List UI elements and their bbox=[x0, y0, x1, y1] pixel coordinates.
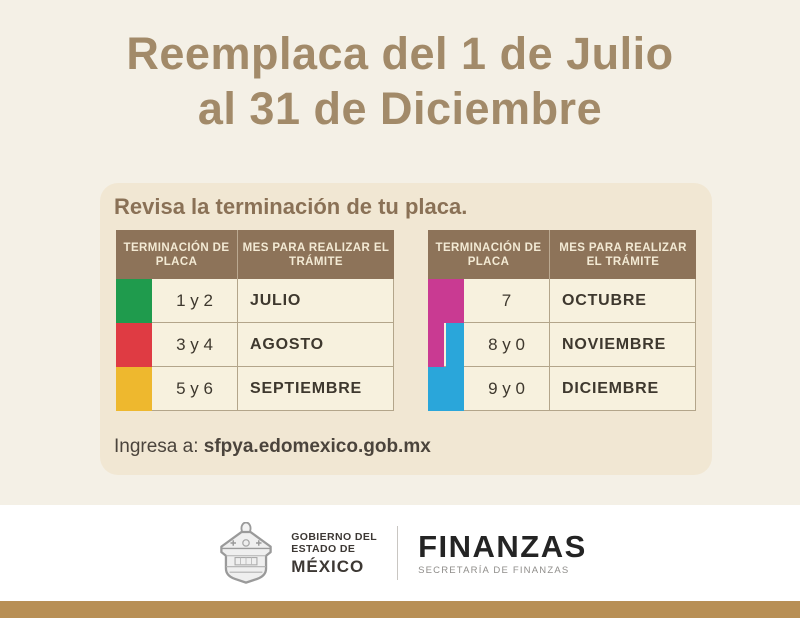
plate-ending: 3 y 4 bbox=[152, 323, 238, 366]
month-value: SEPTIEMBRE bbox=[250, 379, 363, 397]
table-row: 9 y 0 DICIEMBRE bbox=[428, 367, 696, 411]
month-value: JULIO bbox=[250, 291, 302, 309]
agency-wordmark: FINANZAS SECRETARÍA DE FINANZAS bbox=[418, 528, 587, 576]
color-swatch-red bbox=[116, 323, 152, 367]
plate-table-jul-sep: TERMINACIÓN DE PLACA MES PARA REALIZAR E… bbox=[116, 230, 394, 411]
month-value: AGOSTO bbox=[250, 335, 324, 353]
color-swatch-pink-blue bbox=[428, 323, 464, 367]
column-header-terminacion: TERMINACIÓN DE PLACA bbox=[428, 230, 550, 279]
estado-de-mexico-coat-of-arms-icon bbox=[220, 522, 272, 584]
plate-ending: 9 y 0 bbox=[464, 367, 550, 410]
table-row: 3 y 4 AGOSTO bbox=[116, 323, 394, 367]
agency-subtitle: SECRETARÍA DE FINANZAS bbox=[418, 564, 570, 576]
table-row: 8 y 0 NOVIEMBRE bbox=[428, 323, 696, 367]
government-wordmark: GOBIERNO DEL ESTADO DE MÉXICO bbox=[291, 531, 377, 576]
table-row: 5 y 6 SEPTIEMBRE bbox=[116, 367, 394, 411]
cta-prefix: Ingresa a: bbox=[114, 436, 204, 457]
panel-heading: Revisa la terminación de tu placa. bbox=[114, 194, 468, 219]
page-title-line1: Reemplaca del 1 de Julio bbox=[126, 28, 674, 79]
table-row: 1 y 2 JULIO bbox=[116, 279, 394, 323]
vertical-divider bbox=[397, 526, 399, 580]
swatch-half-pink bbox=[428, 323, 444, 367]
column-header-terminacion: TERMINACIÓN DE PLACA bbox=[116, 230, 238, 279]
brand-lockup: GOBIERNO DEL ESTADO DE MÉXICO FINANZAS S… bbox=[213, 522, 587, 584]
table-header: TERMINACIÓN DE PLACA MES PARA REALIZAR E… bbox=[116, 230, 394, 279]
page-title: Reemplaca del 1 de Julio al 31 de Diciem… bbox=[0, 26, 800, 136]
page-title-line2: al 31 de Diciembre bbox=[197, 83, 603, 134]
footer: GOBIERNO DEL ESTADO DE MÉXICO FINANZAS S… bbox=[0, 505, 800, 601]
color-swatch-green bbox=[116, 279, 152, 323]
column-header-mes: MES PARA REALIZAR EL TRÁMITE bbox=[559, 241, 687, 268]
plate-table-oct-dec: TERMINACIÓN DE PLACA MES PARA REALIZAR E… bbox=[428, 230, 696, 411]
month-value: NOVIEMBRE bbox=[562, 335, 667, 353]
color-swatch-yellow bbox=[116, 367, 152, 411]
month-value: OCTUBRE bbox=[562, 291, 647, 309]
cta-line: Ingresa a: sfpya.edomexico.gob.mx bbox=[114, 436, 431, 458]
color-swatch-blue bbox=[428, 367, 464, 411]
gov-line2: ESTADO DE bbox=[291, 543, 356, 555]
table-header: TERMINACIÓN DE PLACA MES PARA REALIZAR E… bbox=[428, 230, 696, 279]
plate-ending: 5 y 6 bbox=[152, 367, 238, 410]
cta-url[interactable]: sfpya.edomexico.gob.mx bbox=[203, 436, 431, 457]
gov-line3: MÉXICO bbox=[291, 556, 365, 576]
table-row: 7 OCTUBRE bbox=[428, 279, 696, 323]
plate-ending: 7 bbox=[464, 279, 550, 322]
plate-check-panel: Revisa la terminación de tu placa. TERMI… bbox=[100, 183, 712, 475]
plate-tables: TERMINACIÓN DE PLACA MES PARA REALIZAR E… bbox=[116, 230, 696, 411]
column-header-mes: MES PARA REALIZAR EL TRÁMITE bbox=[242, 241, 390, 268]
plate-ending: 1 y 2 bbox=[152, 279, 238, 322]
gold-bottom-bar bbox=[0, 601, 800, 618]
month-value: DICIEMBRE bbox=[562, 379, 659, 397]
swatch-half-blue bbox=[446, 323, 464, 367]
gov-line1: GOBIERNO DEL bbox=[291, 530, 378, 543]
agency-name: FINANZAS bbox=[418, 528, 587, 564]
color-swatch-pink bbox=[428, 279, 464, 323]
plate-ending: 8 y 0 bbox=[464, 323, 550, 366]
